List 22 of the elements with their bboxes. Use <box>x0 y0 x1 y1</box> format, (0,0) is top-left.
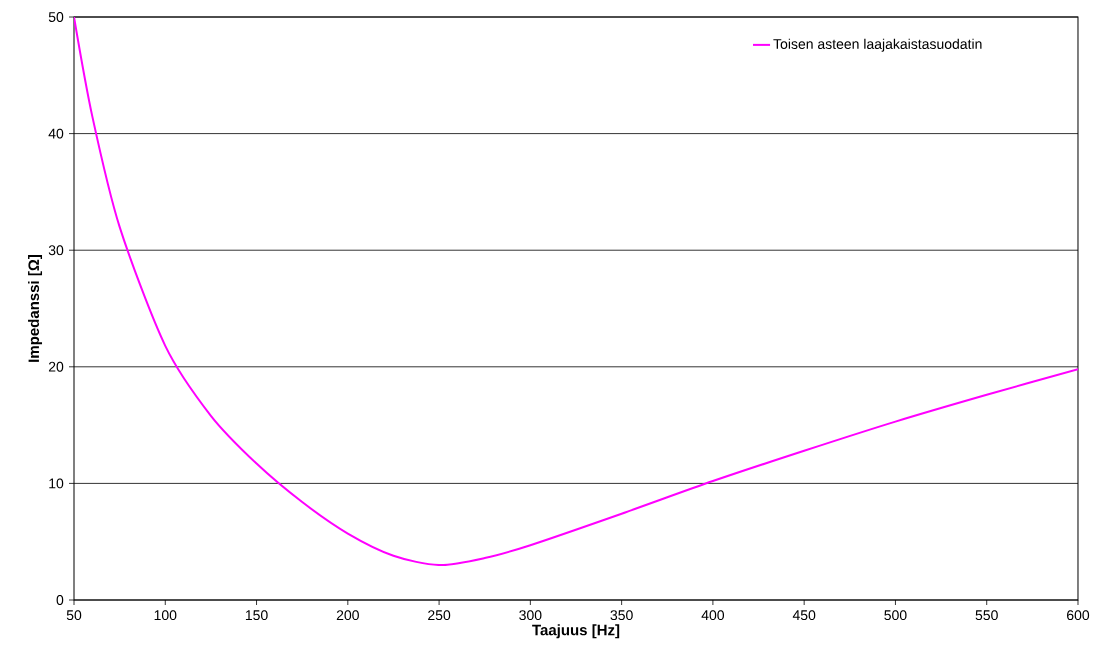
x-tick-label: 600 <box>1067 610 1090 621</box>
x-tick-label: 450 <box>792 610 816 621</box>
x-tick-label: 100 <box>154 610 177 621</box>
x-tick-label: 200 <box>336 610 359 621</box>
x-tick-label: 150 <box>245 610 268 621</box>
y-axis-title: Impedanssi [Ω] <box>28 254 43 362</box>
y-tick-label: 30 <box>48 245 64 256</box>
line-series <box>74 17 1078 567</box>
legend-label: Toisen asteen laajakaistasuodatin <box>773 38 982 52</box>
x-tick-label: 500 <box>884 610 907 621</box>
y-tick-label: 20 <box>48 361 64 372</box>
x-tick-label: 50 <box>66 610 82 621</box>
x-tick-label: 350 <box>610 610 633 621</box>
x-tick-label: 250 <box>428 610 451 621</box>
y-tick-label: 50 <box>48 12 64 22</box>
x-tick-label: 300 <box>519 610 542 621</box>
y-tick-label: 40 <box>48 128 64 139</box>
x-tick-label: 400 <box>701 610 725 621</box>
y-tick-label: 0 <box>56 595 64 605</box>
x-axis-title: Taajuus [Hz] <box>532 624 620 639</box>
y-tick-label: 10 <box>49 478 64 489</box>
x-tick-label: 550 <box>975 610 998 621</box>
